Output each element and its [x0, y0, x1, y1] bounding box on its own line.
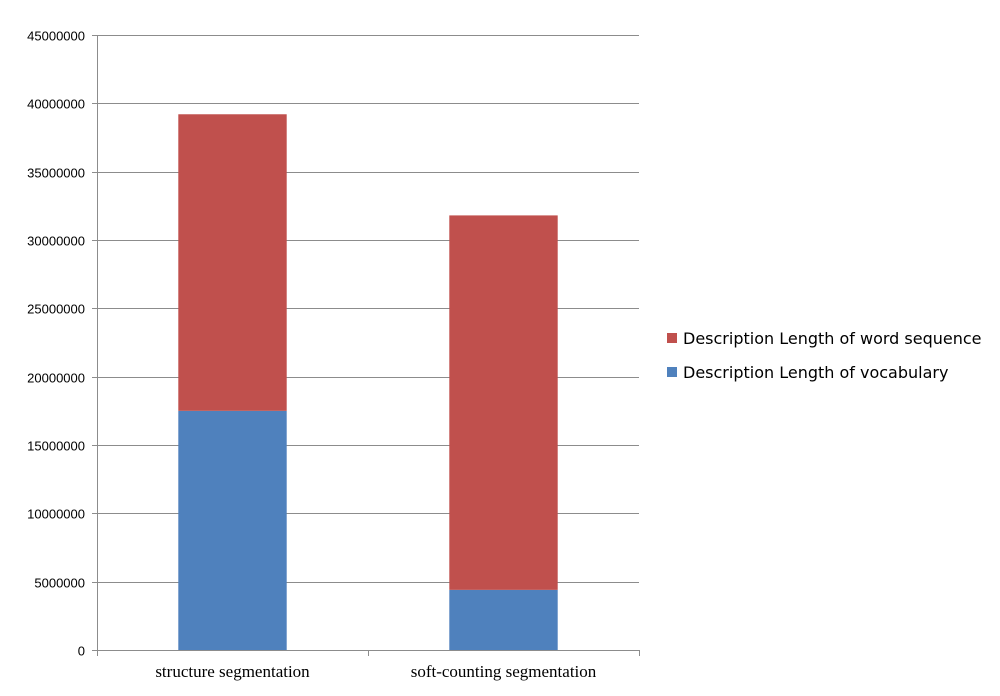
- bar-segment: [178, 114, 287, 411]
- bar-segment: [449, 215, 558, 590]
- legend-label: Description Length of word sequence: [683, 329, 982, 348]
- y-tick-label: 5000000: [34, 576, 85, 591]
- x-category-label: soft-counting segmentation: [411, 662, 597, 681]
- y-tick-label: 40000000: [27, 97, 85, 112]
- y-tick-label: 15000000: [27, 439, 85, 454]
- legend-swatch: [667, 367, 677, 377]
- legend-swatch: [667, 333, 677, 343]
- y-tick-label: 25000000: [27, 302, 85, 317]
- y-tick-label: 20000000: [27, 371, 85, 386]
- legend-label: Description Length of vocabulary: [683, 363, 948, 382]
- x-axis-categories: structure segmentation soft-counting segm…: [155, 662, 596, 681]
- bars: [178, 114, 558, 650]
- axes: [97, 35, 640, 656]
- y-tick-label: 10000000: [27, 507, 85, 522]
- y-tick-label: 0: [78, 644, 85, 659]
- x-category-label: structure segmentation: [155, 662, 310, 681]
- y-tick-label: 45000000: [27, 29, 85, 44]
- y-axis-ticks: 0 5000000 10000000 15000000 20000000 25000000…: [27, 29, 97, 659]
- y-tick-label: 30000000: [27, 234, 85, 249]
- y-tick-label: 35000000: [27, 166, 85, 181]
- bar-segment: [178, 410, 287, 650]
- bar-segment: [449, 589, 558, 650]
- legend: Description Length of word sequence Descr…: [667, 329, 982, 382]
